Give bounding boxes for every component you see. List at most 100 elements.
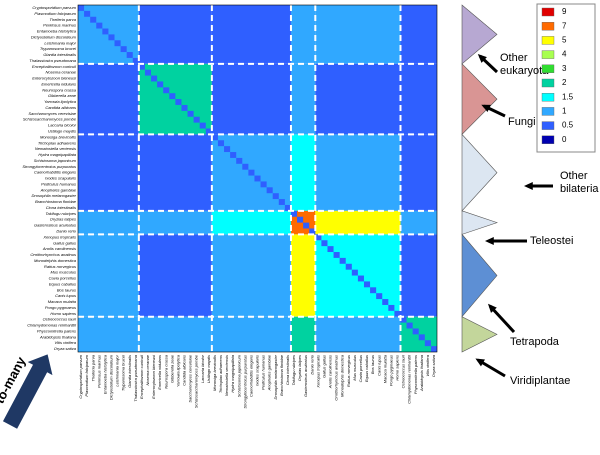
col-label: Macaca mulatta bbox=[382, 354, 387, 383]
col-label: Anopheles gambiae bbox=[267, 354, 272, 391]
col-label: Arabidopsis thaliana bbox=[419, 354, 424, 392]
row-label: Thalassiosira pseudonana bbox=[29, 58, 76, 63]
row-label: Caenorhabditis elegans bbox=[34, 170, 76, 175]
legend-label: 1 bbox=[562, 107, 567, 116]
row-label: Cryptosporidium parvum bbox=[32, 5, 76, 10]
col-label: Ustilago maydis bbox=[206, 355, 211, 383]
col-label: Encephalitozoon cuniculi bbox=[139, 355, 144, 399]
col-label: Dictyostelium discoideum bbox=[109, 354, 114, 400]
heat-cell bbox=[138, 210, 212, 235]
heat-cell bbox=[400, 234, 437, 317]
legend-label: 0 bbox=[562, 135, 567, 144]
row-label: Giardia intestinalis bbox=[43, 52, 76, 57]
col-label: Ostreococcus tauri bbox=[401, 355, 406, 388]
col-label: Neurospora crassa bbox=[163, 354, 168, 389]
diagonal-cell bbox=[418, 334, 425, 341]
row-label: Mus musculus bbox=[50, 270, 76, 275]
row-label: Ixodes scapularis bbox=[45, 176, 76, 181]
row-label: Neurospora crassa bbox=[42, 87, 77, 92]
heat-cell bbox=[290, 234, 316, 317]
row-label: Ornithorhynchus anatinus bbox=[30, 252, 76, 257]
arrow-head bbox=[487, 303, 497, 313]
heat-cell bbox=[211, 5, 291, 64]
col-label: Danio rerio bbox=[309, 354, 314, 374]
diagonal-cell bbox=[278, 199, 285, 205]
row-label: Monodelphis domestica bbox=[34, 258, 77, 263]
arrow-head bbox=[524, 182, 533, 190]
diagonal-cell bbox=[84, 10, 91, 17]
heat-cell bbox=[211, 234, 291, 317]
diagonal-cell bbox=[108, 34, 115, 41]
col-label: Giardia intestinalis bbox=[127, 355, 132, 388]
row-label: Laccaria bicolor bbox=[48, 123, 77, 128]
heat-cell bbox=[315, 5, 401, 64]
arrow-head bbox=[481, 104, 491, 113]
col-label: Chlamydomonas reinhardtii bbox=[407, 355, 412, 404]
row-label: Chlamydomonas reinhardtii bbox=[27, 323, 76, 328]
col-label: Thalassiosira pseudonana bbox=[133, 354, 138, 401]
diagonal-cell bbox=[163, 87, 170, 94]
row-label: Yarrowia lipolytica bbox=[44, 99, 77, 104]
col-label: Cryptosporidium parvum bbox=[78, 354, 83, 398]
heat-cell bbox=[290, 316, 316, 352]
diagonal-cell bbox=[175, 99, 182, 105]
heat-cell bbox=[400, 210, 437, 235]
col-label: Ixodes scapularis bbox=[255, 355, 260, 386]
diagonal-cell bbox=[236, 157, 243, 164]
diagonal-cell bbox=[217, 140, 225, 147]
col-label: Equus caballus bbox=[364, 355, 369, 382]
heat-cell bbox=[138, 5, 212, 64]
row-label: Plasmodium falciparum bbox=[34, 11, 76, 16]
col-label: Vitis vinifera bbox=[425, 354, 430, 376]
row-label: Ustilago maydis bbox=[48, 129, 76, 134]
row-label: Hydra magnipapillata bbox=[38, 152, 76, 157]
col-label: Saccharomyces cerevisiae bbox=[188, 354, 193, 402]
group-shape bbox=[461, 133, 498, 212]
col-label: Entamoeba histolytica bbox=[102, 354, 107, 394]
row-label: Nosema ceranae bbox=[46, 70, 77, 75]
heat-cell bbox=[138, 134, 212, 211]
diagonal-cell bbox=[266, 187, 273, 194]
diagonal-cell bbox=[144, 69, 152, 76]
heat-cell bbox=[400, 134, 437, 211]
legend-label: 0.5 bbox=[562, 121, 574, 130]
diagonal-cell bbox=[90, 16, 97, 23]
col-label: Branchiostoma floridae bbox=[279, 354, 284, 396]
row-label: Macaca mulatta bbox=[48, 299, 77, 304]
diagonal-cell bbox=[394, 310, 401, 317]
diagonal-cell bbox=[242, 163, 249, 170]
row-label: Trichoplax adhaerens bbox=[38, 140, 76, 145]
group-label: Other bilateria bbox=[560, 170, 599, 195]
legend-label: 4 bbox=[562, 50, 567, 59]
diagonal-cell bbox=[205, 128, 212, 135]
row-label: Danio rerio bbox=[56, 228, 76, 233]
group-shape bbox=[461, 210, 498, 235]
row-label: Emericella nidulans bbox=[41, 81, 76, 86]
col-label: Plasmodium falciparum bbox=[84, 354, 89, 396]
row-label: Gallus gallus bbox=[53, 240, 76, 245]
legend-swatch bbox=[541, 92, 555, 102]
arrow-head bbox=[485, 237, 494, 245]
diagonal-cell bbox=[290, 210, 298, 217]
row-label: Dictyostelium discoideum bbox=[31, 34, 77, 39]
arrow-head bbox=[477, 53, 487, 63]
diagonal-cell bbox=[169, 93, 176, 100]
row-label: Pongo pygmaeus bbox=[45, 305, 76, 310]
col-label: Yarrowia lipolytica bbox=[175, 354, 180, 387]
row-label: Drosophila melanogaster bbox=[32, 193, 77, 198]
arrow-shape bbox=[2, 354, 53, 429]
col-label: Canis lupus bbox=[376, 355, 381, 376]
row-label: Oryza sativa bbox=[54, 346, 77, 351]
legend-swatch bbox=[541, 50, 555, 59]
diagonal-cell bbox=[376, 293, 383, 300]
col-label: Schistosoma japonicum bbox=[236, 354, 241, 397]
heat-cell bbox=[400, 63, 437, 135]
row-label: Theileria parva bbox=[50, 17, 77, 22]
legend-swatch bbox=[541, 22, 555, 31]
diagonal-cell bbox=[303, 222, 310, 229]
diagonal-cell bbox=[157, 81, 164, 88]
row-label: Schistosoma japonicum bbox=[34, 158, 77, 163]
heat-cell bbox=[315, 210, 401, 235]
col-label: Oryzias latipes bbox=[297, 355, 302, 381]
